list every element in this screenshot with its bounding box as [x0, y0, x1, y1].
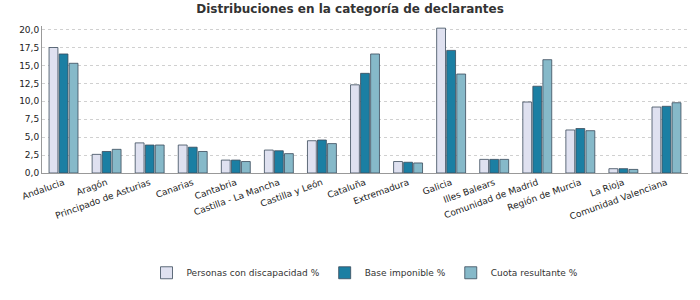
svg-text:Galicia: Galicia [421, 177, 453, 197]
svg-text:Cataluña: Cataluña [326, 177, 367, 200]
svg-text:2,5: 2,5 [25, 150, 39, 160]
svg-text:Castilla - La Mancha: Castilla - La Mancha [193, 177, 282, 217]
svg-text:Illes Balears: Illes Balears [442, 177, 497, 205]
svg-text:17,5: 17,5 [19, 43, 39, 53]
svg-text:Región de Murcia: Región de Murcia [506, 177, 582, 213]
svg-text:Comunidad Valenciana: Comunidad Valenciana [568, 177, 668, 222]
svg-text:Comunidad de Madrid: Comunidad de Madrid [443, 177, 540, 220]
svg-text:20,0: 20,0 [19, 25, 39, 35]
svg-text:Extremadura: Extremadura [352, 177, 410, 206]
svg-text:7,5: 7,5 [25, 114, 39, 124]
svg-text:15,0: 15,0 [19, 61, 39, 71]
svg-text:Cuota resultante %: Cuota resultante % [491, 268, 578, 278]
svg-text:10,0: 10,0 [19, 96, 39, 106]
svg-text:Distribuciones en la categoría: Distribuciones en la categoría de declar… [196, 2, 504, 16]
svg-text:Principado de Asturias: Principado de Asturias [54, 177, 152, 221]
svg-text:Aragón: Aragón [75, 177, 109, 197]
svg-text:Andalucia: Andalucia [21, 177, 66, 202]
svg-text:0,0: 0,0 [25, 168, 40, 178]
svg-text:Base imponible %: Base imponible % [365, 268, 446, 278]
svg-text:12,5: 12,5 [19, 79, 39, 89]
svg-text:La Rioja: La Rioja [589, 177, 626, 199]
svg-text:Canarias: Canarias [154, 177, 195, 200]
svg-text:5,0: 5,0 [25, 132, 40, 142]
svg-text:Cantabria: Cantabria [193, 177, 238, 201]
svg-text:Castilla y León: Castilla y León [259, 177, 324, 209]
svg-text:Personas con discapacidad %: Personas con discapacidad % [187, 268, 320, 278]
